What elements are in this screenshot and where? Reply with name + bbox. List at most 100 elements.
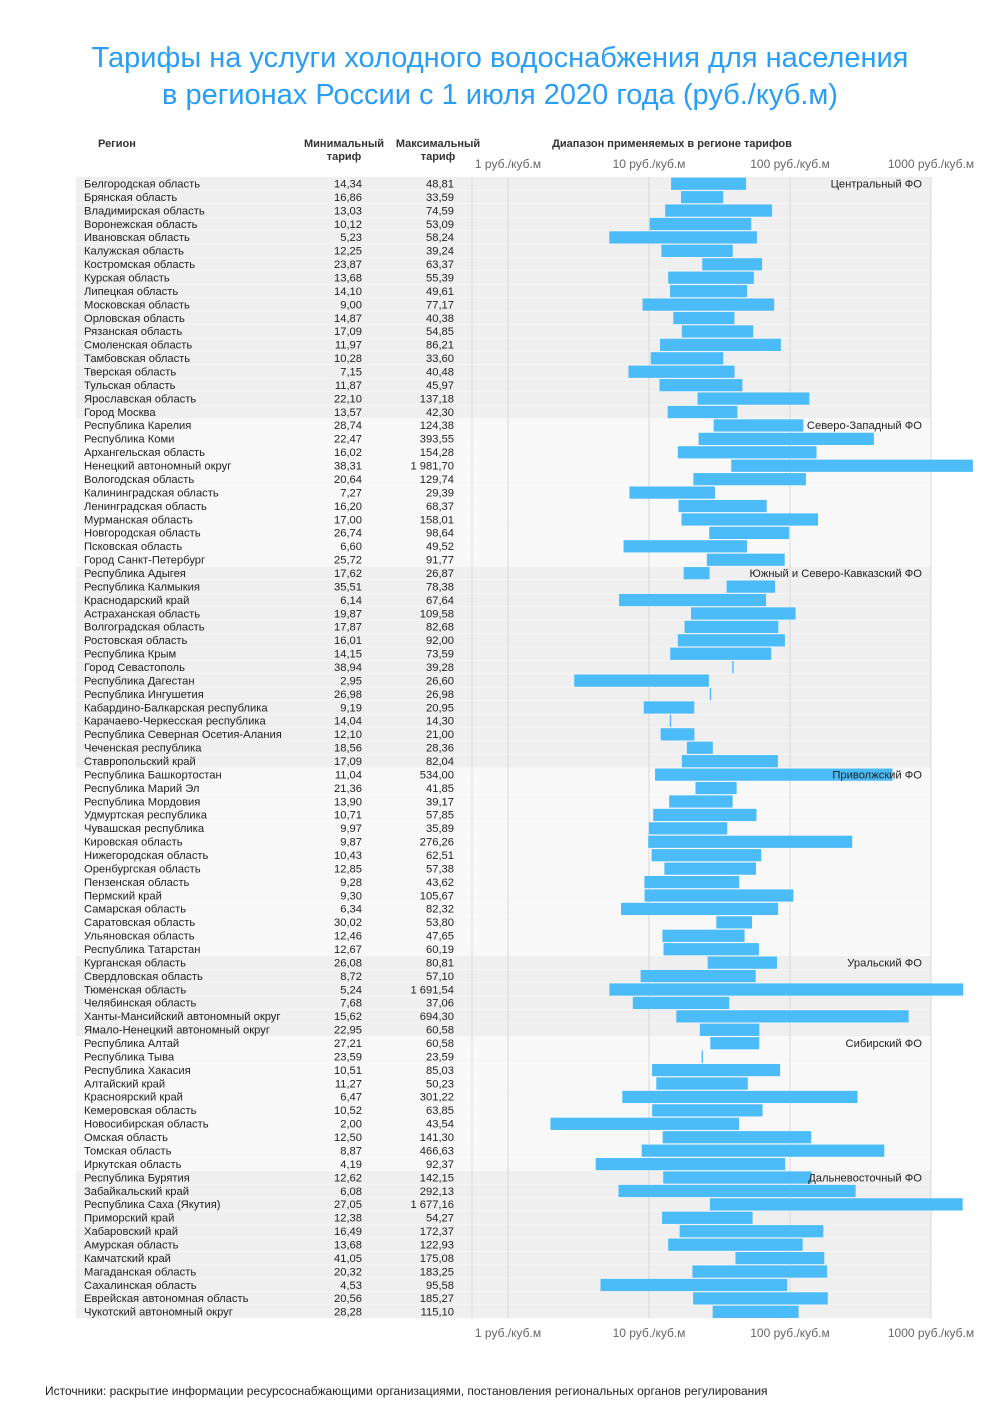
range-bar [686, 741, 713, 754]
region-label: Республика Крым [84, 649, 176, 661]
max-tariff-value: 26,87 [426, 568, 454, 580]
max-tariff-value: 115,10 [421, 1307, 454, 1319]
min-tariff-value: 7,27 [340, 487, 362, 499]
range-bar [661, 244, 733, 257]
max-tariff-value: 1 981,70 [410, 461, 454, 473]
row-background [76, 1157, 931, 1171]
max-tariff-value: 74,59 [426, 205, 454, 217]
max-tariff-value: 129,74 [420, 474, 454, 486]
min-tariff-value: 16,86 [334, 192, 362, 204]
region-label: Республика Алтай [84, 1038, 179, 1050]
range-bar [699, 1023, 760, 1036]
max-tariff-value: 77,17 [426, 299, 454, 311]
max-tariff-value: 48,81 [426, 179, 454, 191]
region-label: Ярославская область [84, 393, 196, 405]
range-bar [650, 352, 724, 365]
chart-title: Тарифы на услуги холодного водоснабжения… [0, 40, 1000, 114]
row-background [76, 929, 931, 943]
row-background [76, 902, 931, 916]
max-tariff-value: 122,93 [420, 1239, 454, 1251]
range-bar [677, 634, 785, 647]
column-header-max-line1: Максимальный [395, 138, 481, 150]
range-bar [668, 271, 754, 284]
region-label: Вологодская область [84, 474, 194, 486]
range-bar [629, 486, 716, 499]
max-tariff-value: 60,19 [426, 944, 454, 956]
min-tariff-value: 11,27 [335, 1078, 362, 1090]
min-tariff-value: 28,74 [334, 420, 362, 432]
row-background [76, 955, 931, 970]
range-bar [697, 392, 810, 405]
range-bar [709, 1198, 963, 1211]
region-label: Архангельская область [84, 447, 205, 459]
region-label: Кемеровская область [84, 1105, 197, 1117]
row-background [76, 727, 931, 742]
max-tariff-value: 63,85 [426, 1105, 454, 1117]
range-bar [713, 419, 804, 432]
min-tariff-value: 12,85 [334, 863, 362, 875]
x-tick-label: 100 руб./куб.м [750, 1326, 830, 1340]
min-tariff-value: 20,64 [334, 474, 362, 486]
row-background [76, 781, 931, 795]
min-tariff-value: 9,00 [340, 299, 362, 311]
max-tariff-value: 124,38 [420, 420, 454, 432]
range-bar [669, 795, 733, 808]
row-background [76, 888, 931, 903]
region-label: Курганская область [84, 957, 186, 969]
range-bar [643, 701, 695, 714]
region-label: Тверская область [84, 367, 176, 379]
min-tariff-value: 10,71 [334, 810, 362, 822]
range-bar [710, 1037, 760, 1050]
min-tariff-value: 10,43 [334, 850, 362, 862]
row-background [76, 351, 931, 366]
region-label: Волгоградская область [84, 622, 205, 634]
max-tariff-value: 109,58 [420, 608, 454, 620]
row-background [76, 593, 931, 607]
region-label: Республика Коми [84, 434, 174, 446]
max-tariff-value: 33,60 [426, 353, 454, 365]
region-label: Краснодарский край [84, 595, 189, 607]
region-label: Рязанская область [84, 326, 182, 338]
max-tariff-value: 67,64 [426, 595, 454, 607]
max-tariff-value: 57,38 [426, 863, 454, 875]
region-label: Липецкая область [84, 286, 178, 298]
min-tariff-value: 17,09 [334, 326, 362, 338]
max-tariff-value: 1 677,16 [410, 1199, 454, 1211]
row-background [76, 217, 931, 231]
max-tariff-value: 175,08 [420, 1253, 454, 1265]
max-tariff-value: 694,30 [420, 1011, 454, 1023]
min-tariff-value: 14,15 [334, 649, 362, 661]
min-tariff-value: 12,67 [334, 944, 362, 956]
region-label: Республика Башкортостан [84, 769, 222, 781]
row-background [76, 660, 931, 674]
row-background [76, 969, 931, 983]
column-header-max-line2: тариф [420, 151, 456, 163]
min-tariff-value: 27,05 [334, 1199, 362, 1211]
row-background [76, 1278, 931, 1292]
min-tariff-value: 16,02 [334, 447, 362, 459]
range-bar [644, 875, 740, 889]
max-tariff-value: 40,38 [426, 313, 454, 325]
row-background [76, 1036, 931, 1050]
range-bar [702, 258, 763, 271]
region-label: Чувашская республика [84, 823, 205, 835]
min-tariff-value: 26,74 [334, 528, 362, 540]
row-background [76, 875, 931, 889]
range-bar [709, 687, 712, 701]
max-tariff-value: 78,38 [426, 581, 454, 593]
min-tariff-value: 9,28 [340, 877, 362, 889]
row-background [76, 405, 931, 419]
region-label: Алтайский край [84, 1078, 165, 1090]
region-label: Ненецкий автономный округ [84, 461, 231, 473]
region-label: Омская область [84, 1132, 168, 1144]
range-bar [640, 969, 756, 983]
range-bar [664, 862, 756, 875]
row-background [76, 284, 931, 298]
min-tariff-value: 15,62 [334, 1011, 362, 1023]
region-label: Город Севастополь [84, 662, 185, 674]
min-tariff-value: 22,95 [334, 1025, 362, 1037]
min-tariff-value: 13,03 [334, 205, 362, 217]
min-tariff-value: 10,12 [334, 219, 362, 231]
min-tariff-value: 28,28 [334, 1307, 362, 1319]
